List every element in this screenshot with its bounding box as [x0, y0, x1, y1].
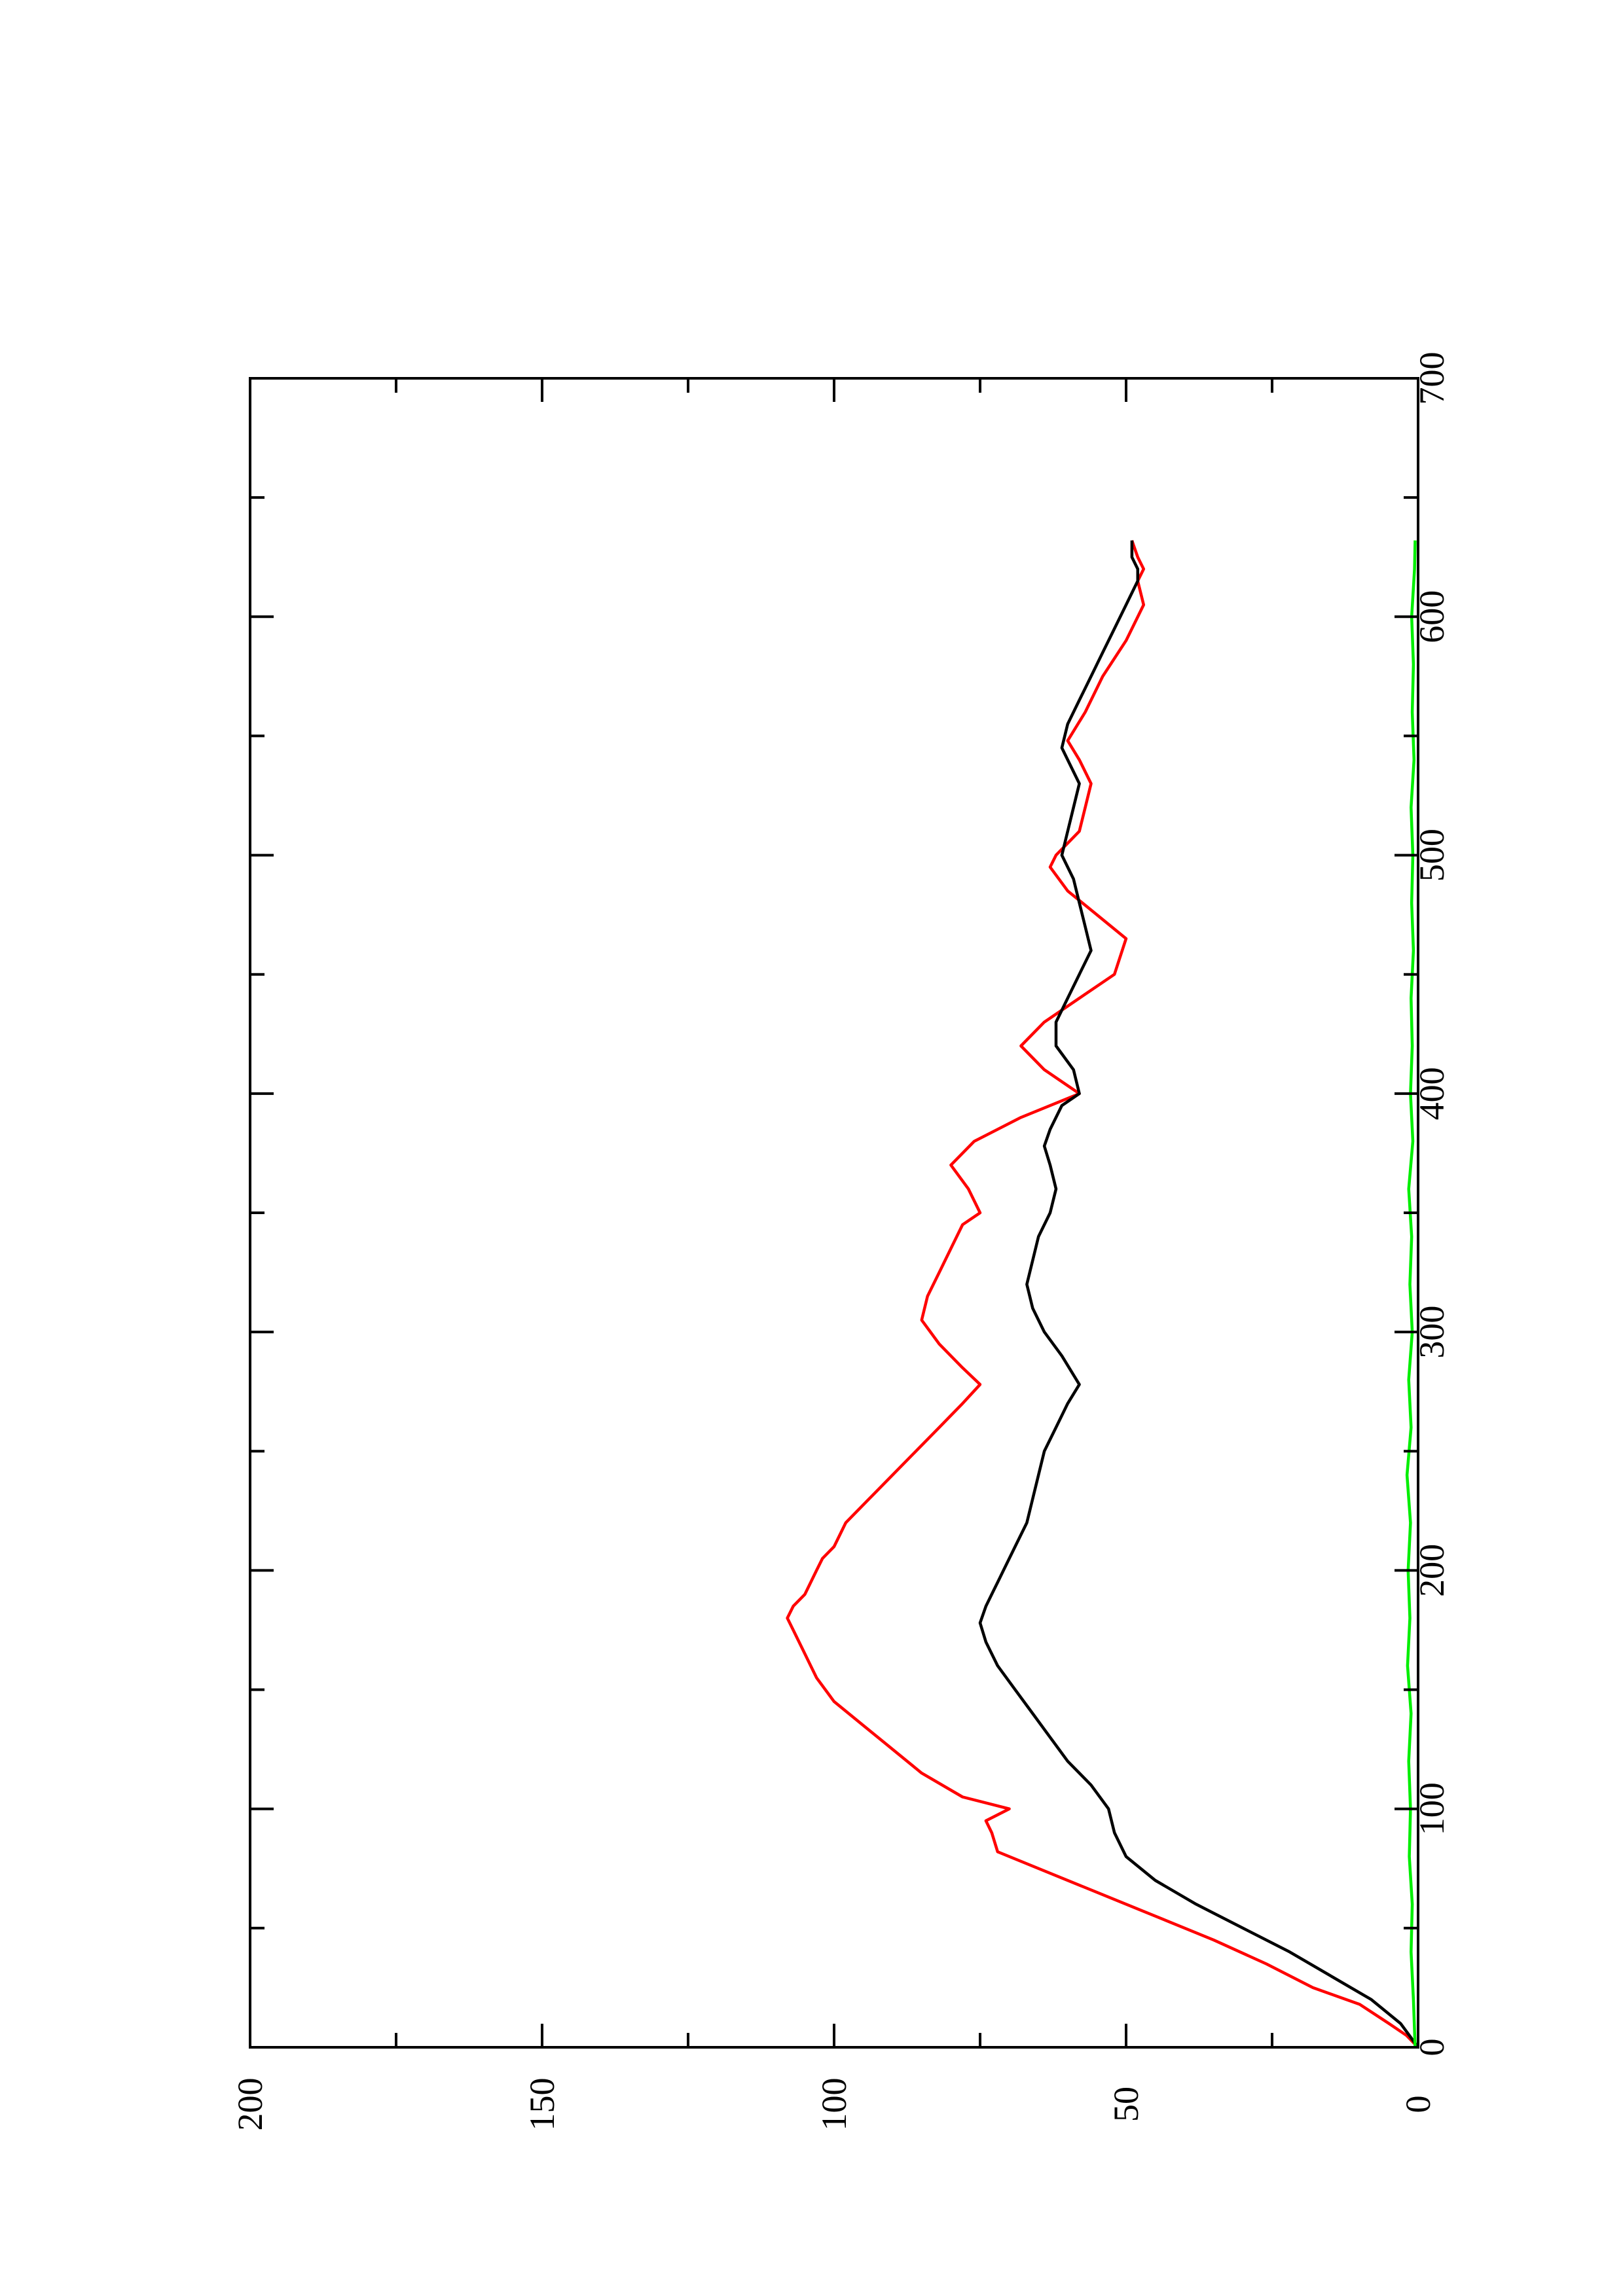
- x-tick-label: 300: [1412, 1306, 1451, 1359]
- y-tick-label: 150: [522, 2078, 562, 2131]
- plot-border: [249, 377, 1419, 2049]
- series-line-0: [786, 539, 1419, 2049]
- series-line-2: [1405, 540, 1417, 2048]
- x-tick-label: 0: [1412, 2039, 1451, 2056]
- x-tick-label: 700: [1412, 352, 1451, 405]
- x-tick-label: 100: [1412, 1782, 1451, 1835]
- y-tick-label: 50: [1106, 2087, 1146, 2122]
- tick-marks: [249, 377, 1419, 2049]
- x-tick-label: 600: [1412, 590, 1451, 643]
- tick-labels: 0 100 200 300 400 500 600 700 0 50 100 150 200: [230, 352, 1451, 2131]
- x-tick-label: 400: [1412, 1067, 1451, 1120]
- y-tick-label: 200: [230, 2078, 270, 2131]
- series-group: [786, 539, 1419, 2049]
- plot-frame: [249, 377, 1419, 2049]
- y-tick-label: 0: [1398, 2096, 1438, 2113]
- series-line-1: [978, 540, 1419, 2049]
- x-tick-label: 200: [1412, 1544, 1451, 1597]
- x-tick-label: 500: [1412, 829, 1451, 882]
- y-tick-label: 100: [814, 2078, 854, 2131]
